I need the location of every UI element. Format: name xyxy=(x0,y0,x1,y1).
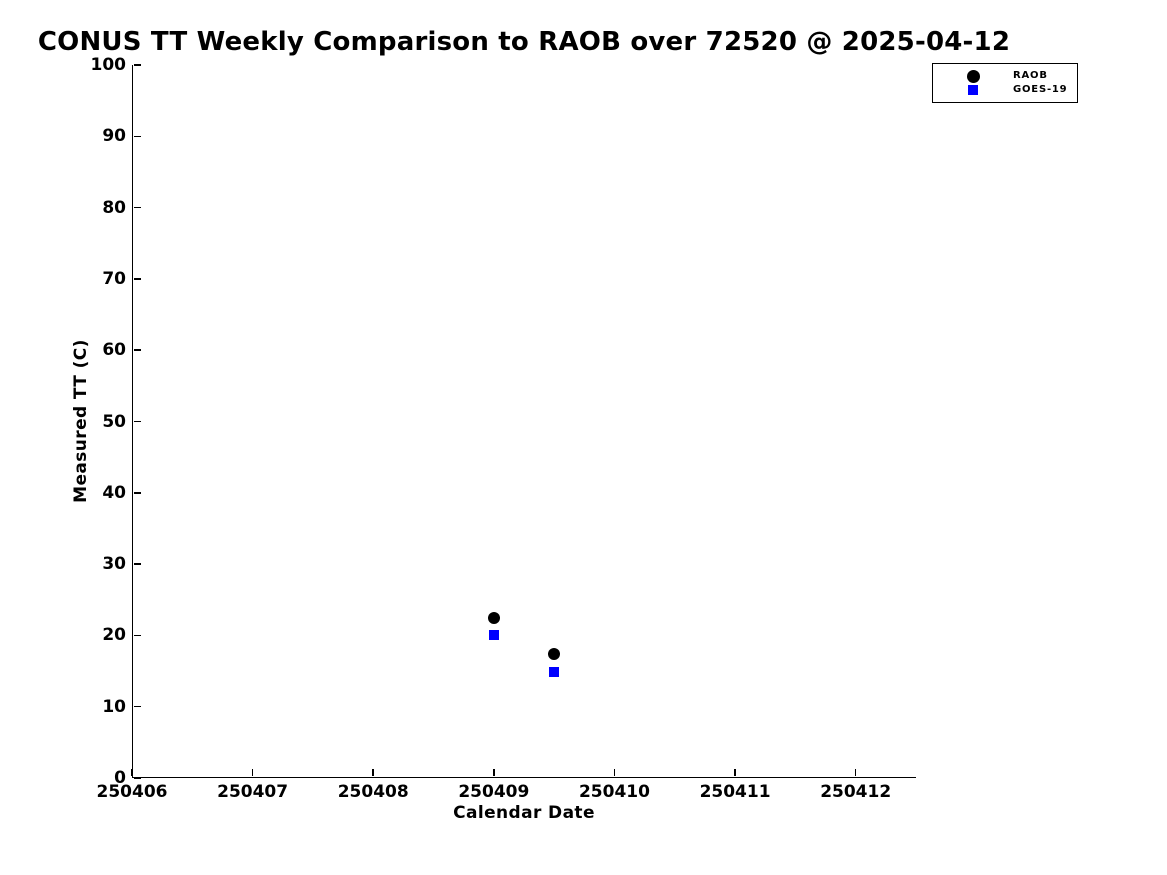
y-tick-label: 40 xyxy=(102,482,126,503)
data-point-raob xyxy=(548,647,561,660)
goes19-square-marker-icon xyxy=(968,85,978,95)
y-tick-label: 50 xyxy=(102,411,126,432)
x-tick-mark xyxy=(854,769,857,777)
x-axis-label: Calendar Date xyxy=(453,803,595,823)
y-tick-label: 20 xyxy=(102,625,126,646)
data-point-raob xyxy=(487,611,500,624)
data-point-goes-19 xyxy=(549,667,560,678)
x-tick-label: 250411 xyxy=(699,782,771,802)
y-tick-label: 0 xyxy=(114,768,126,788)
x-tick-label: 250412 xyxy=(820,782,892,802)
y-tick-mark xyxy=(133,206,141,209)
chart-title: CONUS TT Weekly Comparison to RAOB over … xyxy=(37,27,1011,57)
y-tick-mark xyxy=(133,349,141,351)
legend-label-goes19: GOES-19 xyxy=(1013,84,1068,95)
legend-item-goes19: GOES-19 xyxy=(933,83,1077,97)
x-tick-mark xyxy=(251,769,254,777)
y-tick-label: 80 xyxy=(102,197,126,218)
y-tick-mark xyxy=(133,135,141,138)
x-tick-mark xyxy=(131,769,133,777)
y-tick-mark xyxy=(133,563,141,565)
y-tick-mark xyxy=(133,492,141,494)
y-tick-mark xyxy=(133,64,141,66)
y-tick-mark xyxy=(133,777,141,779)
x-tick-mark xyxy=(372,769,375,777)
y-tick-mark xyxy=(133,634,141,637)
plot-area xyxy=(132,65,916,778)
raob-circle-marker-icon xyxy=(966,69,980,83)
y-tick-label: 30 xyxy=(102,554,126,575)
data-point-goes-19 xyxy=(488,629,499,640)
x-tick-label: 250410 xyxy=(578,782,650,802)
legend-marker-cell xyxy=(933,85,1013,95)
y-tick-label: 70 xyxy=(102,268,126,289)
y-tick-mark xyxy=(133,705,141,708)
legend-item-raob: RAOB xyxy=(933,69,1077,83)
x-tick-label: 250409 xyxy=(458,782,530,802)
x-tick-mark xyxy=(613,769,616,777)
y-tick-mark xyxy=(133,420,141,423)
y-tick-mark xyxy=(133,278,141,280)
x-tick-label: 250407 xyxy=(217,782,289,802)
x-tick-mark xyxy=(734,769,736,777)
y-tick-label: 60 xyxy=(102,340,126,361)
x-tick-label: 250408 xyxy=(337,782,409,802)
y-tick-label: 90 xyxy=(102,126,126,147)
legend-label-raob: RAOB xyxy=(1013,70,1048,81)
y-tick-label: 100 xyxy=(90,55,127,75)
legend: RAOB GOES-19 xyxy=(932,63,1078,103)
y-tick-label: 10 xyxy=(102,696,126,717)
legend-marker-cell xyxy=(933,69,1013,83)
x-tick-label: 250406 xyxy=(96,782,168,802)
x-tick-mark xyxy=(493,769,495,777)
